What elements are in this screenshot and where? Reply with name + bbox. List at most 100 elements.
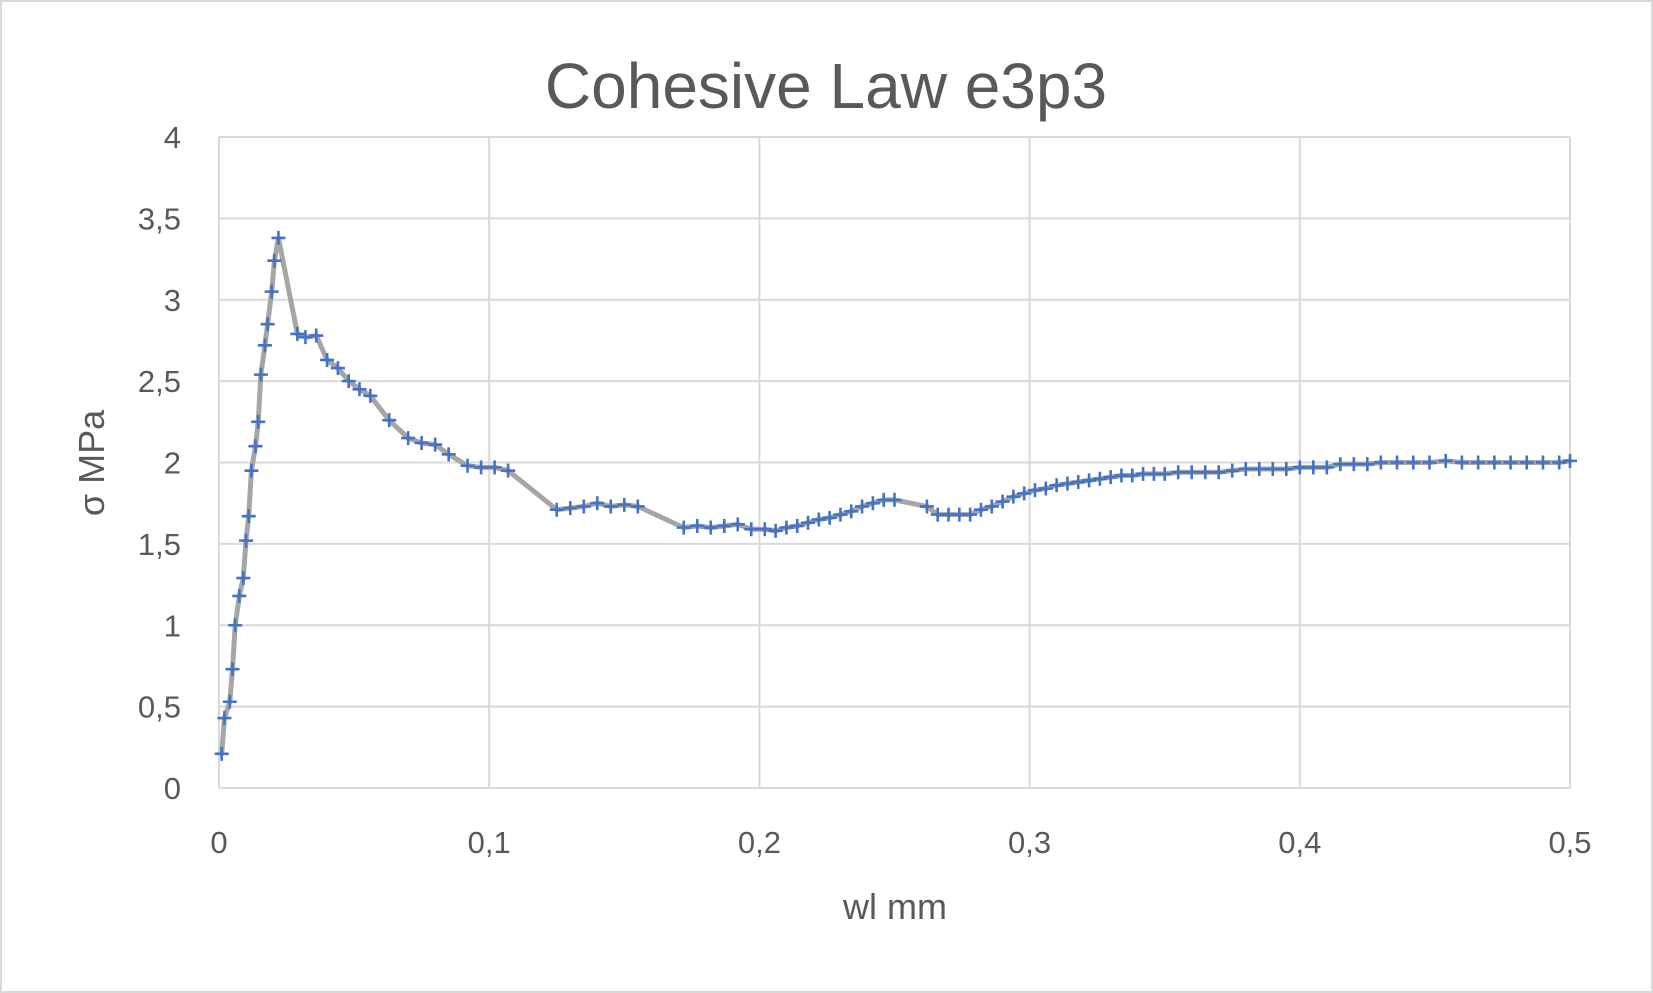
data-point-marker xyxy=(341,374,356,389)
marker-layer xyxy=(214,230,1577,761)
data-point-marker xyxy=(330,361,345,376)
data-point-marker xyxy=(1360,457,1375,472)
data-point-marker xyxy=(1265,462,1280,477)
data-point-marker xyxy=(811,512,826,527)
data-point-marker xyxy=(1060,476,1075,491)
data-point-marker xyxy=(1454,455,1469,470)
data-point-marker xyxy=(1071,475,1086,490)
y-tick-label: 1 xyxy=(164,608,181,643)
data-point-marker xyxy=(267,253,282,268)
data-point-marker xyxy=(1471,455,1486,470)
data-point-marker xyxy=(1225,463,1240,478)
y-axis-title: σ MPa xyxy=(71,409,112,516)
data-point-marker xyxy=(1306,460,1321,475)
y-tick-label: 4 xyxy=(164,120,181,155)
data-point-marker xyxy=(919,499,934,514)
data-point-marker xyxy=(253,367,268,382)
data-point-marker xyxy=(603,499,618,514)
data-point-marker xyxy=(676,520,691,535)
data-point-marker xyxy=(590,496,605,511)
data-point-marker xyxy=(865,496,880,511)
x-tick-label: 0,5 xyxy=(1548,825,1591,860)
data-point-marker xyxy=(1017,486,1032,501)
data-point-marker xyxy=(298,330,313,345)
data-point-marker xyxy=(1092,471,1107,486)
data-point-marker xyxy=(1406,455,1421,470)
series-layer xyxy=(219,235,1573,757)
data-point-marker xyxy=(973,502,988,517)
data-point-marker xyxy=(1346,457,1361,472)
y-tick-label: 2 xyxy=(164,446,181,481)
data-point-marker xyxy=(833,507,848,522)
data-point-marker xyxy=(232,588,247,603)
data-point-marker xyxy=(768,523,783,538)
data-point-marker xyxy=(717,518,732,533)
data-point-marker xyxy=(984,499,999,514)
data-point-marker xyxy=(414,435,429,450)
data-point-marker xyxy=(1552,455,1567,470)
data-point-marker xyxy=(630,499,645,514)
data-point-marker xyxy=(1487,455,1502,470)
data-point-marker xyxy=(1333,457,1348,472)
data-point-marker xyxy=(241,509,256,524)
data-point-marker xyxy=(1438,453,1453,468)
data-point-marker xyxy=(855,499,870,514)
data-point-marker xyxy=(1292,460,1307,475)
data-point-marker xyxy=(703,520,718,535)
data-point-marker xyxy=(401,431,416,446)
data-point-marker xyxy=(217,711,232,726)
data-point-marker xyxy=(617,497,632,512)
data-point-marker xyxy=(251,414,266,429)
x-tick-label: 0 xyxy=(210,825,227,860)
data-point-marker xyxy=(1211,465,1226,480)
y-tick-label: 0,5 xyxy=(138,690,181,725)
x-axis-title: wl mm xyxy=(842,886,947,927)
data-point-marker xyxy=(1038,481,1053,496)
x-tick-label: 0,2 xyxy=(738,825,781,860)
data-point-marker xyxy=(501,463,516,478)
data-point-marker xyxy=(779,520,794,535)
data-point-marker xyxy=(244,463,259,478)
data-point-marker xyxy=(1319,460,1334,475)
data-point-marker xyxy=(428,437,443,452)
data-point-marker xyxy=(352,382,367,397)
data-point-marker xyxy=(363,388,378,403)
data-point-marker xyxy=(844,504,859,519)
data-point-marker xyxy=(1103,470,1118,485)
data-point-marker xyxy=(214,746,229,761)
data-point-marker xyxy=(1279,462,1294,477)
data-point-marker xyxy=(248,439,263,454)
data-point-marker xyxy=(1125,468,1140,483)
data-point-marker xyxy=(1535,455,1550,470)
data-point-marker xyxy=(1390,455,1405,470)
data-point-marker xyxy=(757,522,772,537)
data-point-marker xyxy=(1157,466,1172,481)
data-point-marker xyxy=(228,618,243,633)
data-point-marker xyxy=(382,413,397,428)
data-point-marker xyxy=(1563,453,1577,468)
data-point-marker xyxy=(801,515,816,530)
data-point-marker xyxy=(225,662,240,677)
data-point-marker xyxy=(1422,455,1437,470)
data-point-marker xyxy=(1049,478,1064,493)
data-point-marker xyxy=(790,518,805,533)
data-point-marker xyxy=(995,494,1010,509)
y-tick-label: 2,5 xyxy=(138,364,181,399)
data-point-marker xyxy=(239,533,254,548)
data-point-marker xyxy=(320,352,335,367)
data-point-marker xyxy=(549,502,564,517)
y-tick-label: 0 xyxy=(164,771,181,806)
data-point-marker xyxy=(236,571,251,586)
data-point-marker xyxy=(822,510,837,525)
data-point-marker xyxy=(441,447,456,462)
data-point-marker xyxy=(1238,462,1253,477)
series-line xyxy=(219,235,1573,757)
data-point-marker xyxy=(1006,489,1021,504)
data-point-marker xyxy=(1028,483,1042,498)
data-point-marker xyxy=(563,501,578,516)
data-point-marker xyxy=(290,326,305,341)
data-point-marker xyxy=(222,694,237,709)
y-tick-label: 3 xyxy=(164,283,181,318)
